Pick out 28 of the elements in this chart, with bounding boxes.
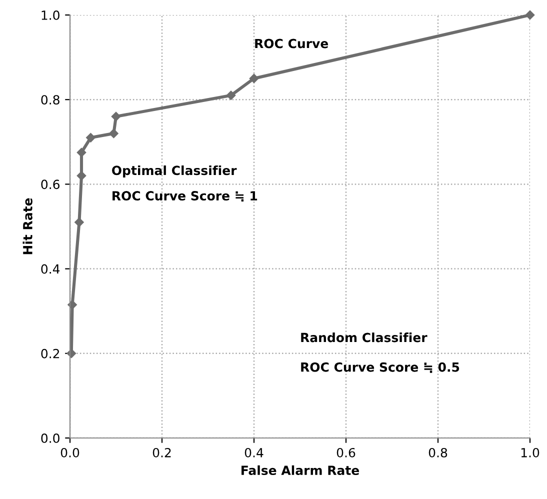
y-tick-label: 0.8 <box>41 95 60 105</box>
x-tick-label: 0.0 <box>60 448 80 458</box>
y-tick-label: 1.0 <box>42 10 60 20</box>
x-tick-label: 0.8 <box>428 448 448 458</box>
annotation: Random Classifier <box>301 332 428 342</box>
point <box>74 218 84 227</box>
point <box>76 171 86 180</box>
y-tick-label: 0.6 <box>41 180 60 190</box>
annotation: Optimal Classifier <box>112 165 237 178</box>
point <box>86 133 96 142</box>
point <box>111 112 121 122</box>
annotation: ROC Curve <box>255 38 328 48</box>
x-axis-title: False Alarm Rate <box>242 465 360 476</box>
x-tick-label: 0.4 <box>244 448 264 458</box>
annotation: ROC Curve Score ≒ 1 <box>112 191 258 202</box>
point <box>109 128 118 138</box>
y-tick-label: 0.0 <box>41 433 60 443</box>
y-tick-label: 0.2 <box>41 348 60 358</box>
x-tick-label: 0.2 <box>152 448 171 458</box>
point <box>76 148 86 158</box>
annotation: ROC Curve Score ≒ 0.5 <box>301 362 460 373</box>
x-tick-label: 0.6 <box>336 448 356 458</box>
x-tick-label: 1.0 <box>521 448 540 458</box>
y-axis-title: Hit Rate <box>22 198 32 254</box>
point <box>525 10 535 20</box>
y-tick-label: 0.4 <box>41 264 60 274</box>
point <box>226 90 236 100</box>
point <box>249 74 259 84</box>
